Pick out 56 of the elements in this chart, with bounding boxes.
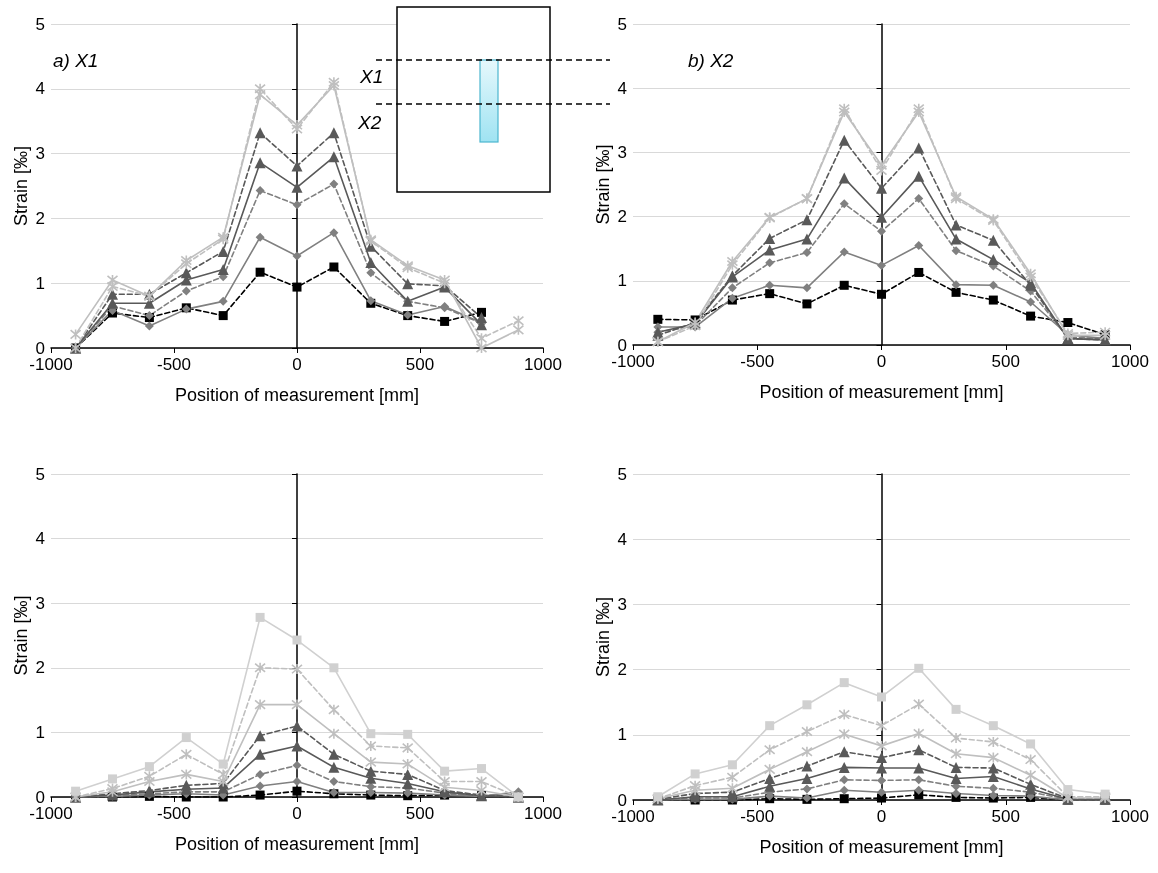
y-tick-label: 1 — [617, 271, 627, 291]
y-tick-label: 4 — [35, 529, 45, 549]
x-axis-title: Position of measurement [mm] — [174, 385, 420, 405]
x-tick-label: -500 — [156, 355, 192, 374]
x-tick-label: 0 — [876, 352, 887, 371]
y-tick-label: 3 — [35, 593, 45, 613]
x-tick-label: -500 — [156, 804, 192, 823]
y-tick-label: 2 — [35, 208, 45, 228]
y-tick-label: 4 — [617, 529, 627, 549]
y-tick-label: 2 — [35, 658, 45, 678]
y-axis-title: Strain [‰] — [11, 595, 31, 676]
x-tick-label: 0 — [876, 807, 887, 826]
y-tick-label: 2 — [617, 660, 627, 680]
y-tick-label: 0 — [35, 787, 45, 807]
y-tick-label: 1 — [35, 273, 45, 293]
y-tick-label: 5 — [617, 464, 627, 484]
text: a) X1 — [53, 50, 99, 71]
x-tick-label: -500 — [740, 807, 775, 826]
x-tick-label: 1000 — [1111, 807, 1149, 826]
y-tick-label: 3 — [617, 594, 627, 614]
x-axis-title: Position of measurement [mm] — [759, 382, 1004, 402]
x-tick-label: 500 — [991, 807, 1020, 826]
x-tick-label: 1000 — [524, 804, 562, 823]
x-axis-title: Position of measurement [mm] — [759, 837, 1004, 857]
x-tick-label: 1000 — [1111, 352, 1149, 371]
x-tick-label: 0 — [292, 355, 302, 374]
x-tick-label: 500 — [991, 352, 1020, 371]
y-tick-label: 1 — [617, 725, 627, 745]
y-tick-label: 3 — [617, 142, 627, 162]
annotation: X2 — [357, 112, 382, 133]
x-tick-label: 1000 — [524, 355, 562, 374]
y-tick-label: 0 — [617, 790, 627, 810]
x-tick-label: -1000 — [611, 352, 655, 371]
x-tick-label: -500 — [740, 352, 775, 371]
x-tick-label: 500 — [405, 804, 435, 823]
y-tick-label: 1 — [35, 722, 45, 742]
y-tick-label: 5 — [35, 464, 45, 484]
annotation: X1 — [359, 66, 384, 87]
x-tick-label: -1000 — [29, 804, 73, 823]
y-axis-title: Strain [‰] — [593, 144, 613, 225]
y-tick-label: 0 — [35, 338, 45, 358]
x-tick-label: -1000 — [611, 807, 655, 826]
text: b) X2 — [688, 50, 734, 71]
y-tick-label: 0 — [617, 335, 627, 355]
y-tick-label: 5 — [617, 14, 627, 34]
y-tick-label: 2 — [617, 207, 627, 227]
x-tick-label: -1000 — [29, 355, 73, 374]
y-tick-label: 5 — [35, 14, 45, 34]
y-axis-title: Strain [‰] — [11, 145, 31, 227]
y-axis-title: Strain [‰] — [593, 596, 613, 678]
y-tick-label: 4 — [617, 78, 627, 98]
x-tick-label: 500 — [405, 355, 435, 374]
x-axis-title: Position of measurement [mm] — [174, 834, 420, 854]
x-tick-label: 0 — [292, 804, 302, 823]
y-tick-label: 4 — [35, 79, 45, 99]
y-tick-label: 3 — [35, 144, 45, 164]
